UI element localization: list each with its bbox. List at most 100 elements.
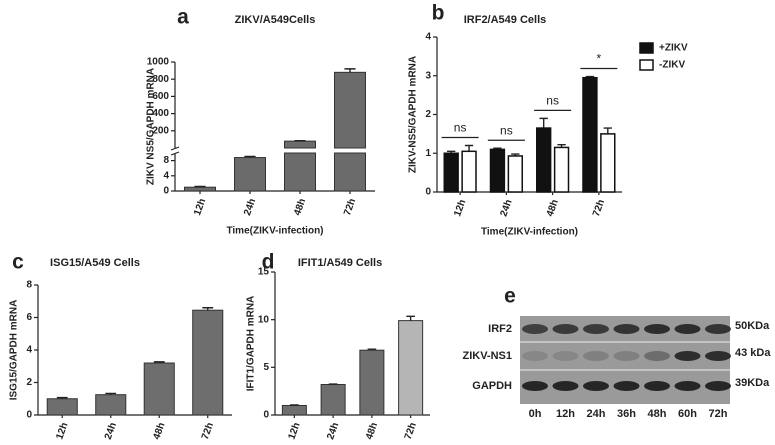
blot-lane-label: 24h	[587, 408, 606, 420]
bar	[334, 152, 366, 192]
bar	[281, 404, 307, 416]
chart-title: ZIKV/A549Cells	[235, 14, 316, 26]
y-tick-label: 4	[26, 345, 32, 356]
blot-row-label: GAPDH	[472, 380, 512, 392]
blot-size-label: 43 kDa	[735, 347, 771, 359]
y-tick-label: 1000	[147, 57, 170, 68]
error-bar	[153, 361, 165, 363]
error-bar	[539, 117, 548, 129]
bar	[192, 309, 224, 416]
y-tick-label: 6	[26, 312, 32, 323]
x-tick-label: 48h	[292, 197, 308, 217]
legend-label: -ZIKV	[659, 60, 685, 71]
panel-letter: e	[504, 285, 516, 308]
x-tick-label: 24h	[498, 198, 514, 218]
blot-band	[552, 381, 579, 391]
x-tick-label: 12h	[192, 197, 208, 217]
y-tick-label: 200	[152, 125, 169, 136]
error-bar	[464, 144, 474, 152]
error-bar	[56, 396, 68, 399]
error-bar	[344, 68, 356, 73]
y-tick-label: 15	[258, 267, 270, 278]
x-tick-label: 72h	[342, 197, 358, 217]
bar	[536, 127, 552, 193]
blot-band	[613, 381, 640, 391]
blot-band	[705, 324, 731, 334]
bar	[234, 157, 266, 192]
x-tick-label: 48h	[364, 421, 380, 441]
x-tick-label: 72h	[200, 421, 216, 441]
bar	[600, 133, 616, 193]
x-tick-label: 12h	[452, 198, 468, 218]
x-tick-label: 12h	[286, 421, 302, 441]
bar	[184, 186, 216, 192]
y-tick-label: 3	[425, 70, 431, 81]
blot-band	[522, 381, 548, 391]
error-bar	[194, 185, 206, 188]
bar	[143, 362, 175, 416]
y-tick-label: 10	[258, 314, 270, 325]
blot-band	[552, 324, 579, 334]
panel-letter: d	[262, 251, 275, 274]
blot-lane-label: 12h	[556, 408, 575, 420]
legend-swatch	[639, 42, 654, 54]
blot-band	[674, 351, 701, 361]
bar	[553, 146, 570, 193]
blot-band	[644, 324, 670, 334]
x-tick-label: 24h	[103, 421, 119, 441]
y-axis-label: ZIKV NS5/GAPDH mRNA	[146, 68, 157, 185]
bar	[489, 148, 506, 193]
chart-title: IFIT1/A549 Cells	[298, 257, 382, 269]
blot-band	[583, 324, 609, 334]
significance-label: *	[597, 52, 602, 66]
y-tick-label: 4	[425, 32, 431, 43]
x-tick-label: 12h	[54, 421, 70, 441]
bar	[398, 320, 424, 416]
significance-label: ns	[546, 94, 559, 108]
y-axis-label: IFIT1/GAPDH mRNA	[246, 296, 257, 392]
panel-letter: b	[432, 2, 445, 25]
blot-band	[583, 381, 609, 391]
y-tick-label: 0	[263, 410, 269, 421]
blot-lane-label: 0h	[529, 408, 542, 420]
y-tick-label: 4	[163, 170, 169, 181]
error-bar	[406, 315, 415, 321]
blot-band	[674, 324, 701, 334]
significance-label: ns	[500, 123, 513, 137]
blot-band	[644, 381, 670, 391]
blot-band	[705, 381, 731, 391]
bar	[284, 140, 316, 149]
y-tick-label: 8	[26, 280, 32, 291]
blot-band	[613, 351, 640, 361]
bar	[95, 394, 127, 416]
y-axis	[170, 62, 180, 191]
y-axis-label: ZIKV-NS5/GAPDH mRNA	[408, 56, 419, 173]
blot-band	[583, 351, 609, 361]
x-axis-label: Time(ZIKV-infection)	[481, 227, 578, 238]
blot-band	[644, 351, 670, 361]
chart-title: IRF2/A549 Cells	[464, 14, 547, 26]
x-tick-label: 48h	[151, 421, 167, 441]
y-tick-label: 8	[163, 155, 169, 166]
blot-band	[522, 324, 548, 334]
bar	[507, 155, 523, 193]
panel-letter: a	[177, 6, 189, 29]
blot-row-label: ZIKV-NS1	[462, 350, 512, 362]
blot-row-label: IRF2	[488, 323, 512, 335]
y-axis-label: ISG15/GAPDH mRNA	[9, 300, 20, 401]
blot-band	[705, 351, 731, 361]
bar	[443, 152, 459, 193]
x-tick-label: 24h	[242, 197, 258, 217]
y-tick-label: 2	[425, 109, 431, 120]
blot-band	[613, 324, 640, 334]
y-tick-label: 0	[425, 187, 431, 198]
blot-band	[674, 381, 701, 391]
legend-swatch	[639, 59, 654, 71]
blot-band	[552, 351, 579, 361]
error-bar	[367, 348, 377, 351]
error-bar	[202, 307, 214, 311]
y-tick-label: 800	[152, 74, 169, 85]
blot-band	[522, 351, 548, 361]
bar	[359, 349, 385, 416]
